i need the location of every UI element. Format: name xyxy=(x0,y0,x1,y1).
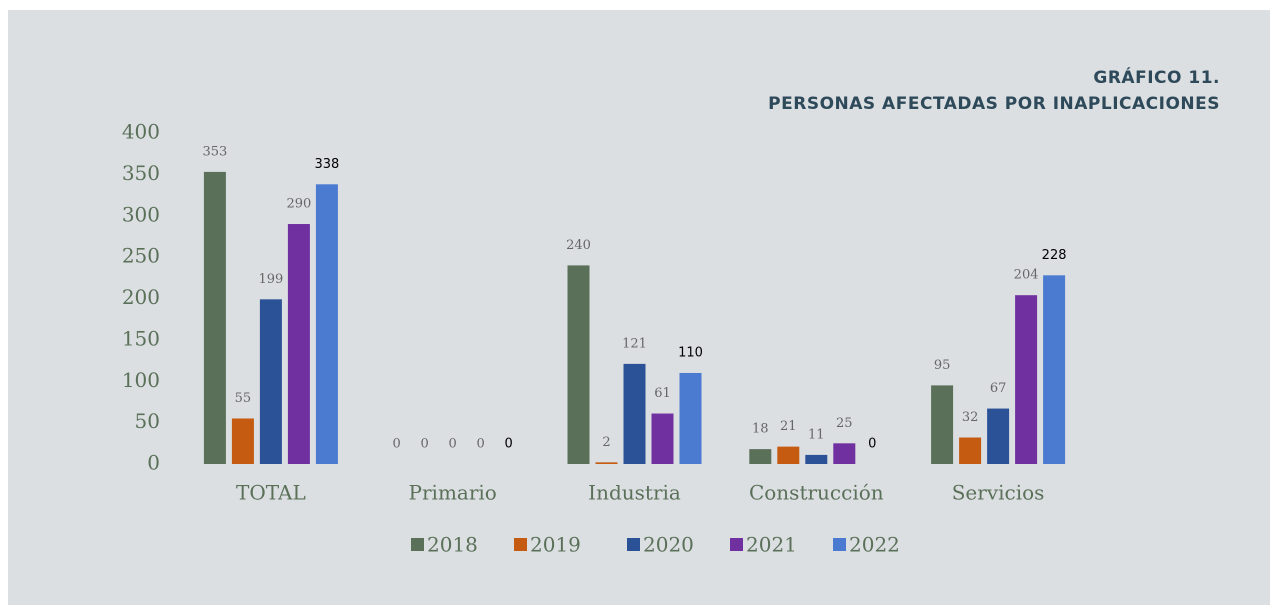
bar xyxy=(987,408,1010,464)
x-tick-label: Primario xyxy=(409,481,497,505)
bar xyxy=(931,385,954,464)
legend-swatch xyxy=(514,538,527,551)
bar xyxy=(805,454,828,464)
data-label: 228 xyxy=(1042,248,1067,263)
chart-title: GRÁFICO 11. xyxy=(1093,66,1220,88)
bar xyxy=(623,363,646,464)
bar xyxy=(315,184,338,464)
bar xyxy=(231,418,254,464)
y-tick-label: 300 xyxy=(122,202,160,226)
data-label: 353 xyxy=(202,144,227,159)
data-label: 199 xyxy=(258,272,283,287)
data-label: 95 xyxy=(934,358,951,373)
legend-swatch xyxy=(833,538,846,551)
data-label: 18 xyxy=(752,422,769,437)
legend-swatch xyxy=(627,538,640,551)
legend-label: 2022 xyxy=(849,533,900,557)
bar xyxy=(959,437,982,464)
bar xyxy=(749,449,772,464)
data-label: 290 xyxy=(286,197,311,212)
data-label: 338 xyxy=(314,157,339,172)
y-tick-label: 350 xyxy=(122,161,160,185)
data-label: 21 xyxy=(780,419,797,434)
y-tick-label: 200 xyxy=(122,285,160,309)
data-label: 0 xyxy=(393,437,401,452)
data-label: 0 xyxy=(505,437,513,452)
legend-label: 2021 xyxy=(746,533,797,557)
x-tick-label: Servicios xyxy=(952,481,1045,505)
y-tick-label: 400 xyxy=(122,120,160,144)
bar xyxy=(259,299,282,464)
x-tick-label: TOTAL xyxy=(236,481,306,505)
bar xyxy=(777,446,800,464)
data-label: 204 xyxy=(1014,268,1039,283)
x-tick-label: Industria xyxy=(588,481,681,505)
legend-label: 2019 xyxy=(530,533,581,557)
chart-subtitle: PERSONAS AFECTADAS POR INAPLICACIONES xyxy=(768,94,1220,114)
data-label: 0 xyxy=(868,437,876,452)
legend-label: 2020 xyxy=(643,533,694,557)
bar xyxy=(1043,275,1066,464)
data-label: 2 xyxy=(602,435,610,450)
data-label: 0 xyxy=(449,437,457,452)
bar xyxy=(567,265,590,464)
data-label: 240 xyxy=(566,238,591,253)
bar xyxy=(833,443,856,464)
data-label: 110 xyxy=(678,345,703,360)
y-tick-label: 150 xyxy=(122,326,160,350)
data-label: 67 xyxy=(990,381,1007,396)
legend-swatch xyxy=(411,538,424,551)
bar xyxy=(595,462,618,464)
bar xyxy=(287,224,310,464)
data-label: 61 xyxy=(654,386,671,401)
data-label: 121 xyxy=(622,336,647,351)
bar xyxy=(203,171,226,464)
data-label: 25 xyxy=(836,416,853,431)
bar xyxy=(651,413,674,464)
data-label: 0 xyxy=(421,437,429,452)
bar xyxy=(679,372,702,464)
y-tick-label: 250 xyxy=(122,244,160,268)
y-tick-label: 0 xyxy=(147,451,160,475)
bar xyxy=(1015,295,1038,464)
legend-swatch xyxy=(730,538,743,551)
data-label: 11 xyxy=(808,427,825,442)
data-label: 0 xyxy=(477,437,485,452)
y-tick-label: 100 xyxy=(122,368,160,392)
legend-label: 2018 xyxy=(427,533,478,557)
x-tick-label: Construcción xyxy=(749,481,884,505)
data-label: 55 xyxy=(235,391,252,406)
data-label: 32 xyxy=(962,410,979,425)
y-tick-label: 50 xyxy=(135,409,160,433)
